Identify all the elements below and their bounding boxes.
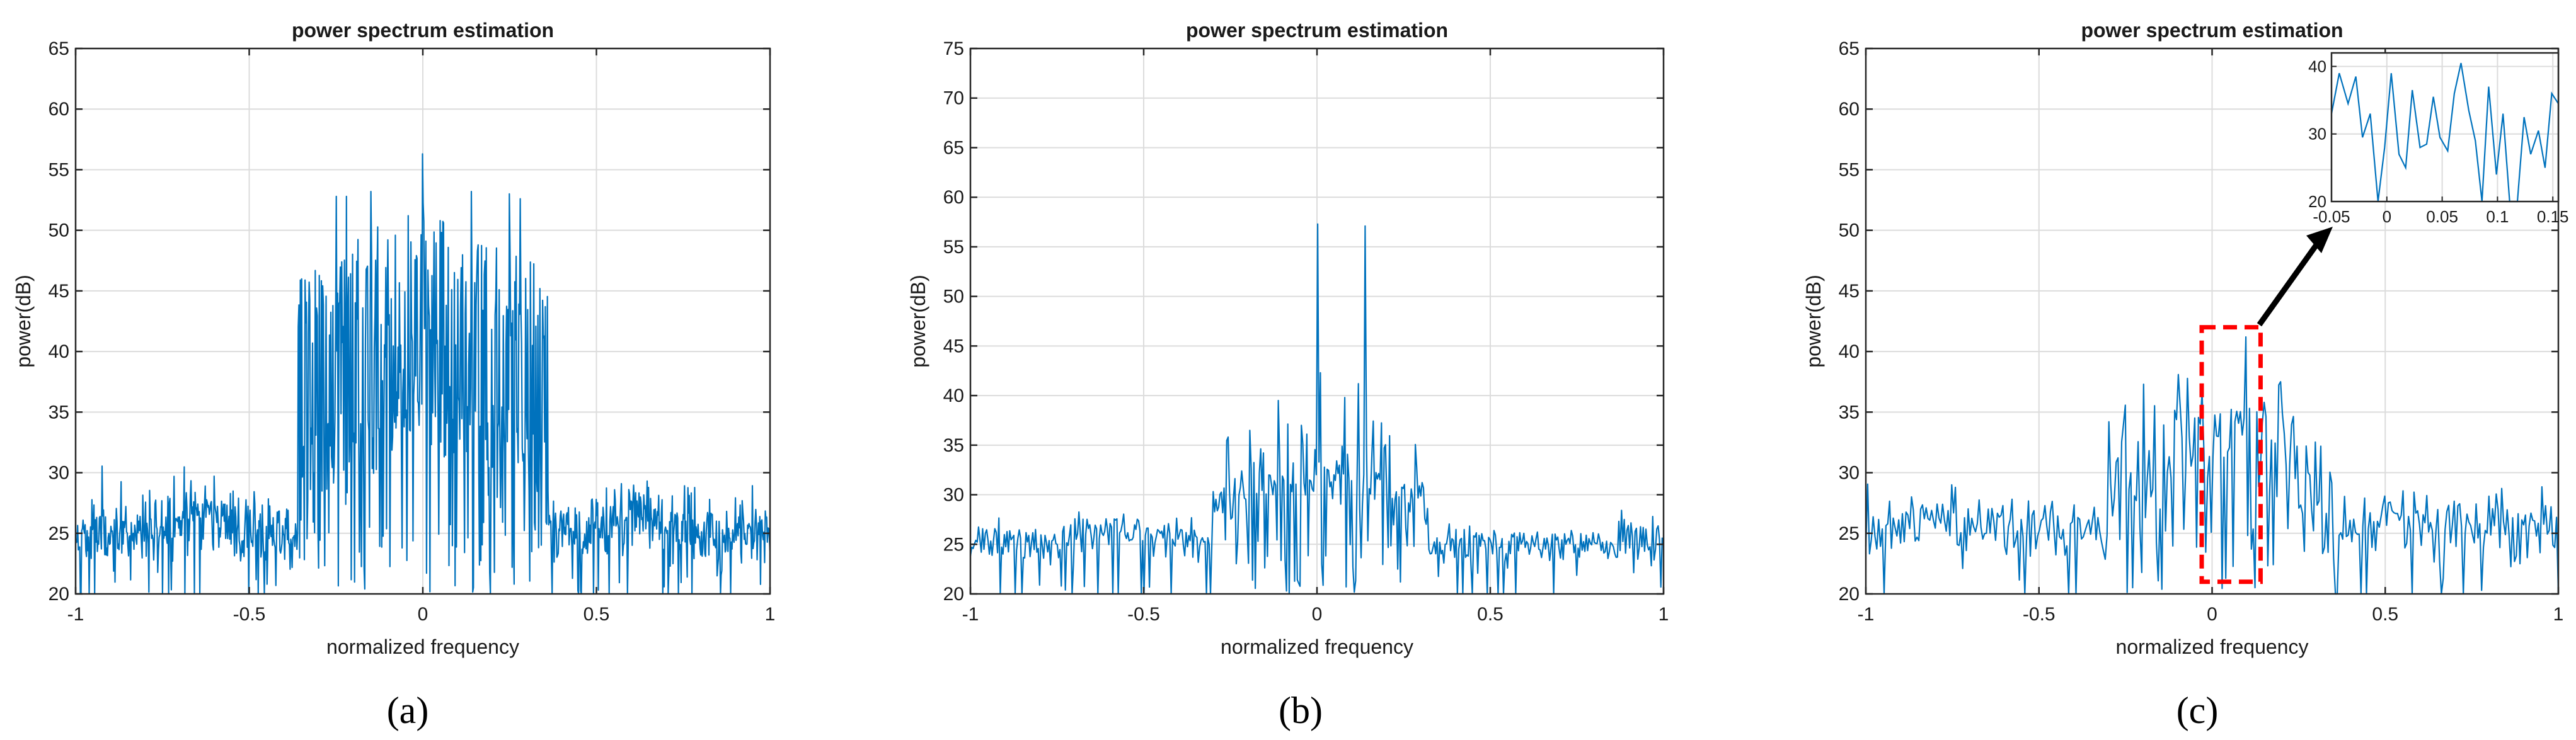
y-tick-label: 70 [943,88,964,109]
y-tick-label: 30 [943,485,964,506]
panel-caption: (b) [1279,690,1323,731]
y-tick-label: 65 [49,38,69,59]
inset-y-tick-label: 20 [2308,192,2326,211]
inset-y-tick-label: 30 [2308,125,2326,144]
x-tick-label: 0 [1312,604,1323,625]
y-tick-label: 55 [1839,159,1860,180]
panel-caption: (c) [2176,690,2219,731]
inset-x-tick-label: 0.15 [2537,207,2569,226]
chart-title: power spectrum estimation [1186,19,1448,42]
x-tick-label: -0.5 [1127,604,1160,625]
y-tick-label: 65 [1839,38,1860,59]
y-tick-label: 25 [49,523,69,544]
y-tick-label: 55 [943,237,964,258]
chart-panel-2: -1 -0.5 0 0.5 1 20 25 30 35 40 45 50 55 60 65 70 75 power… [907,19,1669,731]
inset-background [2332,53,2558,202]
y-tick-label: 30 [49,463,69,484]
y-tick-label: 45 [1839,281,1860,302]
x-tick-label: -0.5 [2023,604,2056,625]
x-tick-label: 1 [765,604,776,625]
y-tick-label: 60 [49,99,69,120]
y-tick-label: 40 [49,341,69,362]
y-tick-label: 35 [1839,402,1860,423]
zoom-arrow-head [2306,227,2333,253]
y-tick-label: 50 [49,220,69,241]
inset-y-tick-label: 40 [2308,57,2326,76]
y-axis-label: power(dB) [12,275,35,368]
x-tick-label: 0 [418,604,428,625]
x-axis-label: normalized frequency [1221,635,1413,658]
x-tick-label: -1 [962,604,979,625]
chart-title: power spectrum estimation [2081,19,2343,42]
x-axis-label: normalized frequency [326,635,519,658]
y-tick-label: 20 [943,584,964,605]
y-tick-label: 30 [1839,463,1860,484]
inset-series-line [2330,62,2559,203]
y-tick-label: 20 [49,584,69,605]
inset-x-tick-label: 0.05 [2426,207,2458,226]
x-tick-label: -1 [1858,604,1875,625]
zoom-arrow [2257,232,2326,327]
series-line-spectrum [74,153,771,595]
y-tick-label: 35 [943,435,964,456]
x-tick-label: -1 [67,604,84,625]
x-tick-label: 0 [2207,604,2217,625]
x-tick-label: 1 [1659,604,1669,625]
y-tick-label: 50 [943,287,964,307]
x-tick-label: 0.5 [584,604,610,625]
y-tick-label: 25 [943,534,964,555]
inset-x-tick-label: 0 [2383,207,2391,226]
series-line-spectrum [969,223,1665,595]
chart-panel-3: -1 -0.5 0 0.5 1 20 25 30 35 40 45 50 55 60 65 power spe… [1802,19,2569,731]
y-tick-label: 45 [49,281,69,302]
chart-panel-1: -1 -0.5 0 0.5 1 20 25 30 35 40 45 50 55 60 65 power spe… [12,19,775,731]
x-tick-label: 0.5 [1477,604,1504,625]
y-axis-label: power(dB) [1802,275,1825,368]
y-tick-label: 60 [1839,99,1860,120]
zoom-region-box [2199,325,2263,584]
inset-axes-box [2330,52,2560,203]
x-tick-label: -0.5 [233,604,266,625]
x-tick-label: 0.5 [2372,604,2398,625]
y-tick-label: 65 [943,137,964,158]
x-axis-label: normalized frequency [2116,635,2309,658]
y-tick-label: 35 [49,402,69,423]
y-axis-label: power(dB) [907,275,929,368]
y-tick-label: 50 [1839,220,1860,241]
y-tick-label: 60 [943,187,964,208]
panel-caption: (a) [387,690,429,731]
series-line-spectrum [1865,336,2560,595]
chart-title: power spectrum estimation [292,19,554,42]
y-tick-label: 45 [943,336,964,356]
y-tick-label: 40 [943,385,964,406]
y-tick-label: 25 [1839,523,1860,544]
x-tick-label: 1 [2553,604,2564,625]
y-tick-label: 20 [1839,584,1860,605]
inset-x-tick-label: 0.1 [2486,207,2509,226]
inset-x-tick-label: -0.05 [2313,207,2350,226]
y-tick-label: 75 [943,38,964,59]
y-tick-label: 55 [49,159,69,180]
y-tick-label: 40 [1839,341,1860,362]
inset-chart: -0.05 0 0.05 0.1 0.15 20 30 40 [2308,52,2569,226]
